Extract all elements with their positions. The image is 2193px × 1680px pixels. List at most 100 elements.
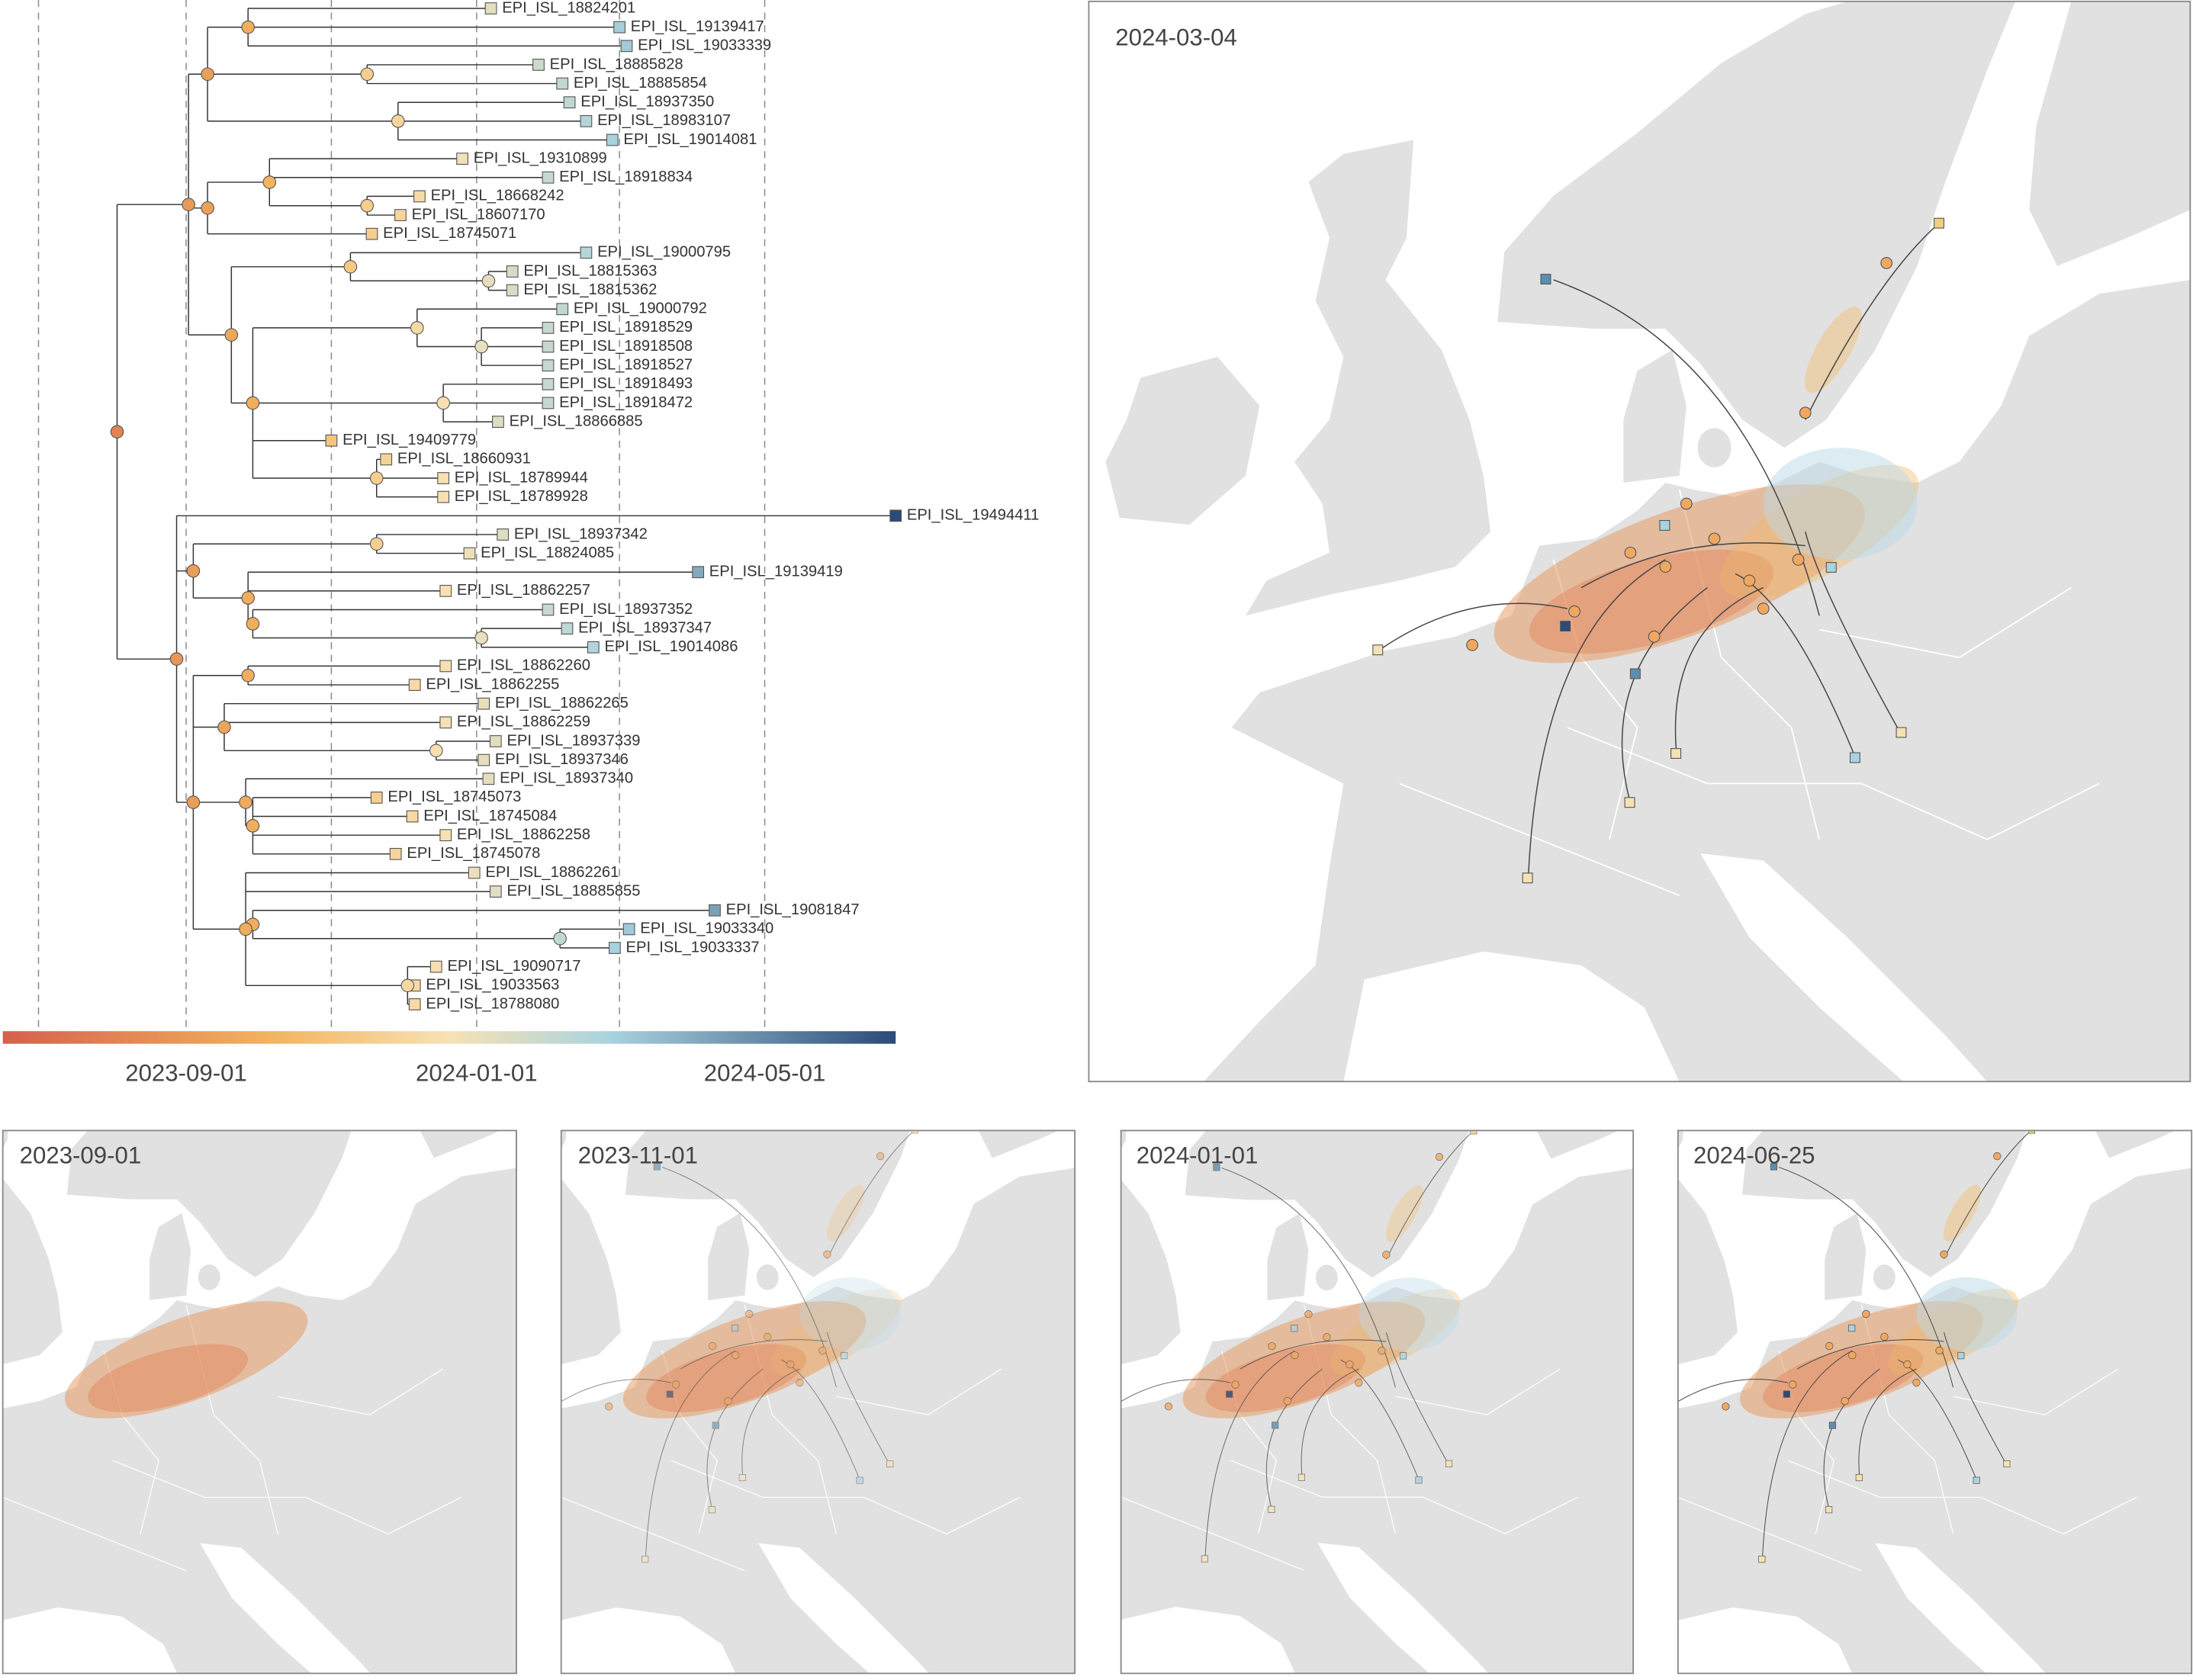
x-tick-label: 2024-05-01 (704, 1059, 826, 1086)
tip (532, 59, 545, 71)
internal-node (410, 321, 424, 335)
tip (463, 547, 476, 560)
tip-label: EPI_ISL_19014086 (604, 638, 738, 655)
tip (478, 697, 490, 710)
tip-label: EPI_ISL_18745073 (387, 789, 521, 805)
tip (413, 190, 426, 203)
tip (484, 2, 497, 14)
map-frame (1120, 1129, 1635, 1675)
internal-node (369, 537, 384, 551)
tip-label: EPI_ISL_19000792 (574, 300, 707, 317)
tip (370, 792, 383, 804)
tip (380, 453, 393, 466)
internal-node (169, 652, 184, 666)
map-title: 2023-11-01 (578, 1142, 698, 1169)
internal-node (239, 795, 252, 809)
tip-label: EPI_ISL_18918472 (559, 394, 693, 411)
tip (606, 133, 619, 146)
tip-label: EPI_ISL_19033563 (426, 977, 559, 994)
tip (489, 735, 502, 747)
internal-node (224, 328, 239, 342)
tip-label: EPI_ISL_19014081 (623, 131, 757, 148)
tip (563, 96, 576, 109)
tip (542, 377, 555, 390)
tip (389, 847, 402, 860)
tip-label: EPI_ISL_18937350 (580, 94, 714, 111)
internal-node (110, 425, 124, 438)
internal-node (262, 175, 277, 189)
tip (506, 265, 519, 278)
tip-label: EPI_ISL_18862261 (485, 864, 619, 881)
internal-node (391, 114, 405, 128)
tip-label: EPI_ISL_18815363 (523, 262, 657, 279)
tip-label: EPI_ISL_19139417 (631, 18, 764, 35)
tip (489, 885, 502, 898)
tip (439, 660, 452, 673)
tip-label: EPI_ISL_19409779 (342, 432, 476, 448)
tip (613, 21, 626, 34)
tip-label: EPI_ISL_18918508 (559, 338, 693, 355)
tip (478, 753, 490, 766)
internal-node (246, 396, 260, 410)
map-title: 2024-03-04 (1115, 24, 1237, 51)
tip-label: EPI_ISL_19000795 (597, 244, 731, 261)
tip-label: EPI_ISL_18937352 (559, 601, 693, 618)
tip (692, 566, 705, 579)
tip (439, 584, 452, 597)
internal-node (186, 564, 201, 578)
tip-label: EPI_ISL_18937340 (500, 770, 633, 787)
tip-label: EPI_ISL_19139419 (709, 564, 843, 580)
tip-label: EPI_ISL_18862265 (495, 695, 629, 712)
internal-node (241, 591, 255, 605)
tip (542, 322, 555, 334)
tip (456, 153, 469, 165)
tip (365, 227, 378, 240)
internal-node (239, 922, 252, 936)
map-frame (1677, 1129, 2193, 1675)
tip (556, 303, 569, 316)
tip (542, 171, 555, 184)
tip (406, 810, 419, 823)
tip-label: EPI_ISL_18937342 (514, 525, 648, 542)
internal-node (474, 339, 488, 354)
tip-label: EPI_ISL_18607170 (412, 206, 545, 223)
x-tick-label: 2024-01-01 (416, 1059, 538, 1086)
tip (580, 114, 593, 127)
tip (608, 942, 621, 954)
map-title: 2023-09-01 (20, 1142, 142, 1169)
tip-label: EPI_ISL_18824201 (502, 0, 635, 16)
tip-label: EPI_ISL_18745078 (407, 845, 540, 862)
tip (622, 923, 635, 936)
x-tick-label: 2023-09-01 (125, 1059, 247, 1086)
internal-node (241, 668, 255, 683)
map-title: 2024-06-25 (1693, 1142, 1815, 1169)
tip (429, 960, 442, 973)
tip-label: EPI_ISL_19081847 (726, 901, 860, 918)
tip-label: EPI_ISL_19033339 (638, 37, 771, 54)
map-frame (560, 1129, 1076, 1675)
tip (580, 246, 593, 259)
tip-label: EPI_ISL_18885854 (574, 75, 707, 92)
tip-label: EPI_ISL_18789944 (455, 469, 588, 486)
tip (889, 509, 902, 522)
internal-node (429, 744, 443, 758)
tip (556, 77, 569, 90)
tip (506, 284, 519, 297)
tip (497, 528, 510, 541)
tip (394, 209, 407, 221)
tip (620, 40, 633, 53)
tip (437, 472, 450, 484)
tip (542, 603, 555, 616)
internal-node (343, 260, 358, 274)
map-frame (2, 1129, 517, 1675)
internal-node (246, 617, 260, 631)
tip (325, 434, 338, 447)
internal-node (182, 198, 195, 211)
tip-label: EPI_ISL_18789928 (455, 488, 588, 505)
tip-label: EPI_ISL_18745084 (423, 808, 557, 824)
tip-label: EPI_ISL_18862260 (457, 657, 590, 674)
internal-node (474, 631, 488, 645)
tip-label: EPI_ISL_18918834 (559, 169, 693, 185)
